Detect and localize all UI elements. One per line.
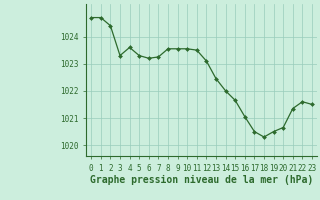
X-axis label: Graphe pression niveau de la mer (hPa): Graphe pression niveau de la mer (hPa): [90, 175, 313, 185]
